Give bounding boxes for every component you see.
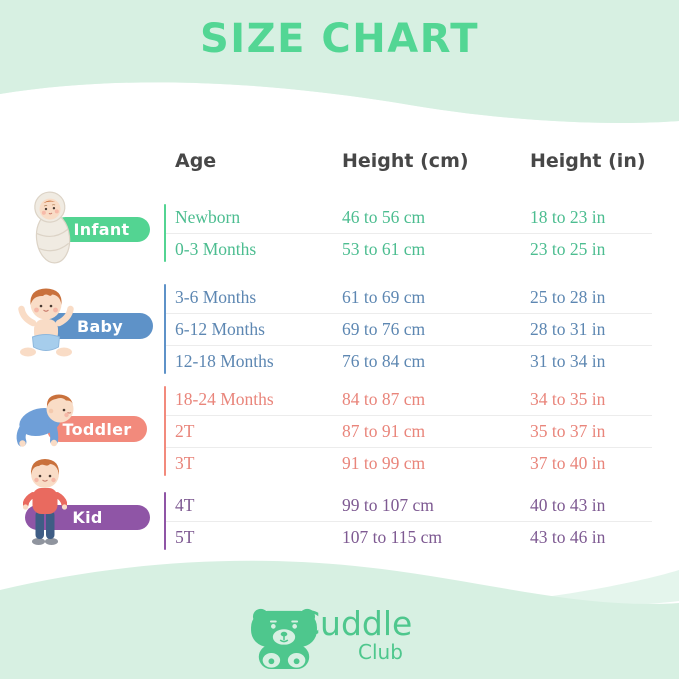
cell-height-in: 34 to 35 in — [530, 388, 606, 409]
page-title: SIZE CHART — [199, 16, 480, 62]
cell-height-in: 43 to 46 in — [530, 527, 606, 547]
cell-height-in: 35 to 37 in — [530, 421, 606, 441]
cell-age: 0-3 Months — [175, 239, 257, 259]
table-row: 4T 99 to 107 cm 40 to 43 in — [164, 489, 652, 521]
table-row: 3T 91 to 99 cm 37 to 40 in — [164, 447, 652, 479]
cell-age: Newborn — [175, 206, 241, 227]
cell-height-cm: 87 to 91 cm — [342, 421, 426, 441]
cell-age: 3-6 Months — [175, 286, 257, 307]
crawling-toddler-illustration — [16, 394, 74, 447]
cell-height-in: 40 to 43 in — [530, 494, 606, 515]
teddy-bear-icon — [251, 608, 317, 670]
cell-height-in: 23 to 25 in — [530, 239, 606, 259]
table-row: 12-18 Months 76 to 84 cm 31 to 34 in — [164, 345, 652, 377]
brand-name-club: Club — [358, 640, 403, 664]
cell-height-cm: 91 to 99 cm — [342, 453, 426, 473]
table-row: 3-6 Months 61 to 69 cm 25 to 28 in — [164, 281, 652, 313]
cell-height-cm: 76 to 84 cm — [342, 351, 426, 371]
cell-age: 3T — [175, 453, 195, 473]
col-header-height-cm: Height (cm) — [342, 150, 469, 172]
cell-age: 4T — [175, 494, 195, 515]
cell-height-in: 28 to 31 in — [530, 319, 606, 339]
col-header-age: Age — [175, 150, 217, 172]
cell-height-cm: 53 to 61 cm — [342, 239, 426, 259]
table-row: Newborn 46 to 56 cm 18 to 23 in — [164, 201, 652, 233]
cell-age: 2T — [175, 421, 195, 441]
table-header: Age Height (cm) Height (in) — [175, 150, 655, 172]
cell-height-cm: 61 to 69 cm — [342, 286, 426, 307]
group-label: Baby — [76, 316, 124, 336]
swaddled-infant-illustration — [34, 191, 71, 264]
cell-height-cm: 107 to 115 cm — [342, 527, 442, 547]
bottom-mint-region — [0, 560, 679, 679]
col-header-height-in: Height (in) — [530, 150, 646, 172]
group-label: Kid — [72, 508, 103, 527]
top-mint-region — [0, 0, 679, 123]
cell-age: 18-24 Months — [175, 388, 274, 409]
table-row: 6-12 Months 69 to 76 cm 28 to 31 in — [164, 313, 652, 345]
cell-height-cm: 99 to 107 cm — [342, 494, 434, 515]
group-rows-infant: Newborn 46 to 56 cm 18 to 23 in 0-3 Mont… — [164, 201, 652, 265]
cell-height-in: 37 to 40 in — [530, 453, 606, 473]
brand-name-cuddle: Cuddle — [297, 604, 413, 643]
cell-age: 12-18 Months — [175, 351, 274, 371]
cell-height-in: 25 to 28 in — [530, 286, 606, 307]
cell-height-cm: 46 to 56 cm — [342, 206, 426, 227]
group-rows-baby: 3-6 Months 61 to 69 cm 25 to 28 in 6-12 … — [164, 281, 652, 377]
table-row: 18-24 Months 84 to 87 cm 34 to 35 in — [164, 383, 652, 415]
standing-kid-illustration — [23, 459, 67, 545]
group-label: Infant — [73, 220, 130, 239]
table-row: 0-3 Months 53 to 61 cm 23 to 25 in — [164, 233, 652, 265]
table-row: 5T 107 to 115 cm 43 to 46 in — [164, 521, 652, 553]
cell-height-cm: 69 to 76 cm — [342, 319, 426, 339]
group-rows-toddler: 18-24 Months 84 to 87 cm 34 to 35 in 2T … — [164, 383, 652, 479]
table-row: 2T 87 to 91 cm 35 to 37 in — [164, 415, 652, 447]
cell-height-cm: 84 to 87 cm — [342, 388, 426, 409]
cell-height-in: 18 to 23 in — [530, 206, 606, 227]
group-rows-kid: 4T 99 to 107 cm 40 to 43 in 5T 107 to 11… — [164, 489, 652, 553]
cell-age: 6-12 Months — [175, 319, 265, 339]
group-label: Toddler — [62, 419, 132, 439]
cell-height-in: 31 to 34 in — [530, 351, 606, 371]
bottom-wave-highlight — [465, 570, 679, 608]
sitting-baby-illustration — [18, 288, 74, 357]
cell-age: 5T — [175, 527, 195, 547]
